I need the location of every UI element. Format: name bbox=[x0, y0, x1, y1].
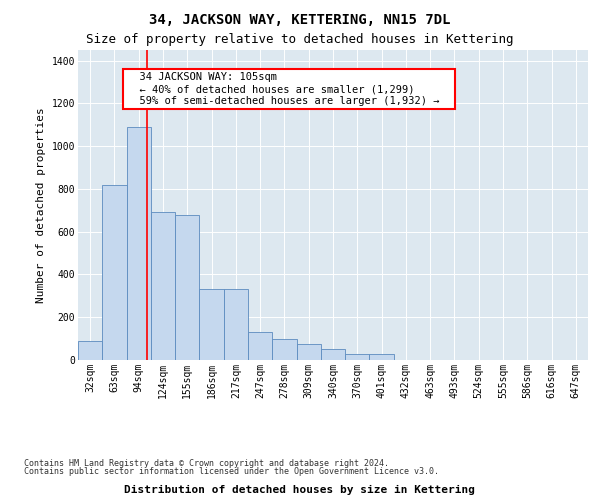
Bar bbox=[224, 290, 248, 360]
Bar bbox=[345, 354, 370, 360]
Bar bbox=[175, 214, 199, 360]
Text: Contains HM Land Registry data © Crown copyright and database right 2024.: Contains HM Land Registry data © Crown c… bbox=[24, 458, 389, 468]
Bar bbox=[127, 127, 151, 360]
Text: 34 JACKSON WAY: 105sqm
  ← 40% of detached houses are smaller (1,299)
  59% of s: 34 JACKSON WAY: 105sqm ← 40% of detached… bbox=[127, 72, 452, 106]
Bar bbox=[272, 338, 296, 360]
Text: Contains public sector information licensed under the Open Government Licence v3: Contains public sector information licen… bbox=[24, 467, 439, 476]
Bar bbox=[151, 212, 175, 360]
Text: Size of property relative to detached houses in Kettering: Size of property relative to detached ho… bbox=[86, 32, 514, 46]
Bar bbox=[370, 354, 394, 360]
Bar bbox=[321, 350, 345, 360]
Bar bbox=[199, 290, 224, 360]
Text: Distribution of detached houses by size in Kettering: Distribution of detached houses by size … bbox=[125, 485, 476, 495]
Bar bbox=[78, 341, 102, 360]
Text: 34, JACKSON WAY, KETTERING, NN15 7DL: 34, JACKSON WAY, KETTERING, NN15 7DL bbox=[149, 12, 451, 26]
Bar bbox=[248, 332, 272, 360]
Bar bbox=[102, 184, 127, 360]
Y-axis label: Number of detached properties: Number of detached properties bbox=[36, 107, 46, 303]
Bar bbox=[296, 344, 321, 360]
